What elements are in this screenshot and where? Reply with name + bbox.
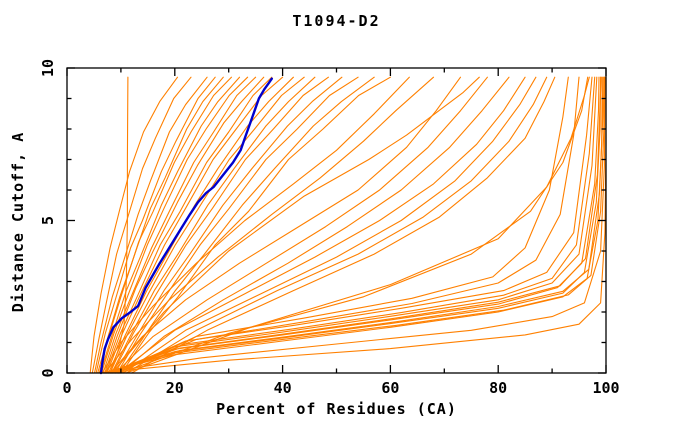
predicted-models-curve	[111, 76, 316, 374]
predicted-models-curve	[91, 76, 192, 374]
x-axis-label: Percent of Residues (CA)	[216, 400, 457, 418]
predicted-models-curve	[111, 76, 480, 374]
predicted-models-curve	[99, 76, 241, 374]
predicted-models-curve	[123, 76, 537, 374]
y-tick-label: 10	[39, 59, 57, 77]
predicted-models-curve	[97, 76, 224, 374]
y-axis-label: Distance Cutoff, A	[9, 131, 27, 313]
predicted-models-curve	[110, 76, 596, 374]
predicted-models-curve	[106, 76, 600, 374]
predicted-models-curve	[98, 76, 232, 374]
x-tick-label: 40	[274, 379, 292, 397]
predicted-models-curve	[98, 76, 606, 374]
x-tick-label: 100	[592, 379, 619, 397]
predicted-models-curve	[109, 76, 462, 374]
tick-labels: 0 20 40 60 80 100 0 5 10	[39, 59, 620, 397]
predicted-models-curve	[105, 76, 273, 374]
predicted-models-curve	[89, 76, 179, 374]
predicted-models-curve	[125, 76, 548, 374]
predicted-models-curve	[125, 76, 590, 374]
predicted-models-curve	[120, 76, 391, 374]
chart-title: T1094-D2	[292, 12, 381, 30]
predicted-models-curve	[105, 76, 602, 374]
predicted-models-curve	[109, 76, 305, 374]
x-tick-label: 60	[381, 379, 399, 397]
predicted-models-curve	[104, 76, 265, 374]
predicted-models-curve	[103, 76, 605, 374]
predicted-models-curve	[95, 76, 216, 374]
predicted-models-curve	[114, 76, 343, 374]
predicted-models-curve	[106, 76, 284, 374]
axis-ticks	[66, 67, 607, 374]
predicted-models-curve	[120, 76, 510, 374]
predicted-models-curve	[104, 76, 604, 374]
predicted-models-curve	[102, 76, 257, 374]
predicted-models-curve	[117, 76, 526, 374]
predicted-models-curve	[114, 76, 488, 374]
predicted-models-curve	[118, 76, 375, 374]
predicted-models-curve	[101, 76, 410, 374]
predicted-models-curve	[131, 76, 556, 374]
y-tick-label: 0	[39, 368, 57, 377]
x-tick-label: 80	[489, 379, 507, 397]
predicted-models-curve	[93, 76, 208, 374]
predicted-models-curve	[104, 76, 435, 374]
highlighted-model-curves	[99, 77, 273, 375]
y-tick-label: 5	[39, 216, 57, 225]
x-tick-label: 0	[62, 379, 71, 397]
predicted-models-curve	[117, 76, 569, 374]
x-tick-label: 20	[166, 379, 184, 397]
highlighted-model-curve	[99, 77, 273, 375]
predicted-models-curves	[89, 76, 607, 374]
